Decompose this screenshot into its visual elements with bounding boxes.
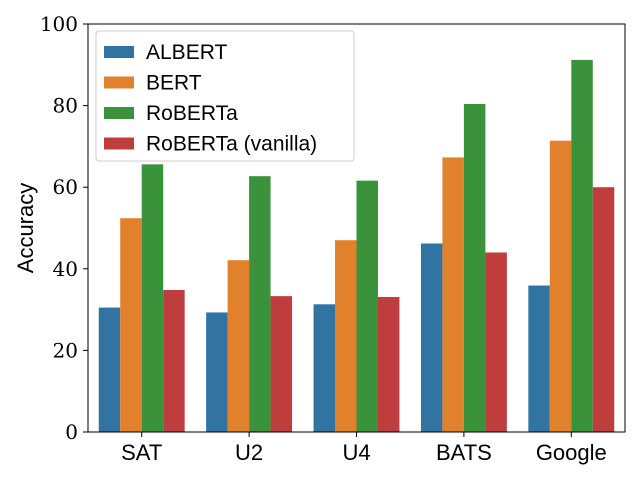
- bar-albert-sat: [98, 307, 121, 432]
- x-tick-label: U2: [235, 440, 263, 465]
- y-tick-label: 40: [53, 257, 78, 281]
- bar-roberta-vanilla-sat: [163, 290, 185, 432]
- legend-swatch: [104, 46, 134, 58]
- x-tick-label: BATS: [436, 440, 492, 465]
- legend-label: RoBERTa: [146, 102, 238, 125]
- y-tick-label: 20: [53, 338, 78, 362]
- legend-label: ALBERT: [146, 41, 227, 64]
- bar-roberta-vanilla-google: [592, 187, 615, 432]
- bar-albert-u4: [313, 304, 336, 432]
- legend-label: RoBERTa (vanilla): [146, 133, 317, 156]
- y-axis-label: Accuracy: [13, 183, 38, 273]
- x-axis: SAT U2 U4 BATS Google: [121, 432, 607, 465]
- legend-box: [95, 30, 355, 162]
- bar-roberta-u4: [356, 180, 378, 432]
- bar-albert-google: [528, 285, 550, 432]
- y-tick-label: 100: [40, 12, 78, 36]
- bar-roberta-vanilla-u4: [377, 296, 400, 432]
- x-tick-label: U4: [342, 440, 370, 465]
- bar-roberta-bats: [463, 103, 486, 432]
- x-tick-label: Google: [536, 440, 607, 465]
- bar-roberta-google: [571, 59, 593, 433]
- bar-albert-u2: [206, 312, 228, 432]
- x-tick-label: SAT: [121, 440, 162, 465]
- y-tick-label: 60: [53, 175, 78, 199]
- legend: ALBERT BERT RoBERTa RoBERTa (vanilla): [95, 30, 355, 162]
- legend-label: BERT: [146, 72, 202, 95]
- y-axis: 0 20 40 60 80 100: [40, 12, 88, 444]
- bar-roberta-sat: [141, 164, 164, 433]
- bar-roberta-u2: [249, 176, 271, 432]
- y-tick-label: 80: [53, 94, 78, 118]
- legend-swatch: [104, 137, 134, 150]
- bar-bert-u4: [335, 240, 357, 432]
- bar-albert-bats: [420, 243, 443, 432]
- legend-swatch: [104, 76, 134, 89]
- bar-roberta-vanilla-bats: [485, 252, 507, 432]
- bar-bert-sat: [120, 218, 142, 432]
- legend-swatch: [104, 107, 134, 119]
- bar-bert-u2: [227, 260, 250, 432]
- bar-bert-google: [549, 140, 572, 433]
- bars-group: [98, 59, 615, 433]
- y-tick-label: 0: [65, 420, 78, 444]
- bar-bert-bats: [442, 157, 464, 432]
- bar-roberta-vanilla-u2: [270, 296, 293, 432]
